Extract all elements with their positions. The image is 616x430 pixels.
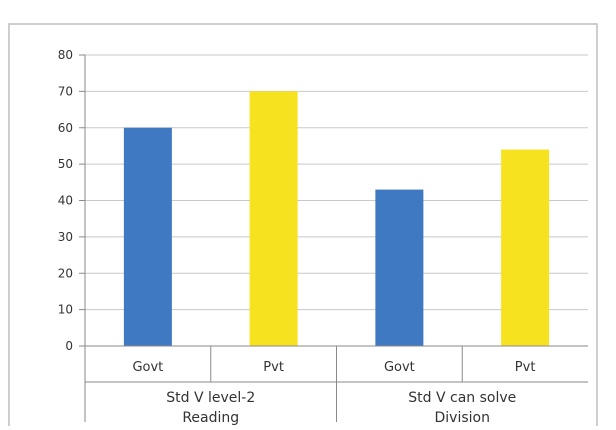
- bar-govt-3: [375, 189, 424, 346]
- category-label: Govt: [132, 360, 163, 375]
- y-tick-label: 40: [58, 194, 73, 208]
- group-label-line1: Std V level-2: [166, 390, 255, 406]
- y-tick-label: 50: [58, 157, 73, 171]
- y-tick-label: 60: [58, 121, 73, 135]
- group-labels: Std V level-2 Reading Std V can solve Divis…: [166, 390, 516, 426]
- category-label: Pvt: [515, 360, 536, 375]
- group-label-line1: Std V can solve: [408, 390, 516, 406]
- y-tick-label: 20: [58, 266, 73, 280]
- bar-pvt-2: [249, 91, 298, 346]
- axes: [79, 54, 588, 422]
- category-label: Govt: [384, 360, 415, 375]
- group-label-line2: Reading: [182, 410, 239, 426]
- group-label-line2: Division: [435, 410, 490, 426]
- y-tick-labels: 0 10 20 30 40 50 60 70 80: [58, 48, 73, 353]
- bars: [123, 91, 550, 346]
- bar-pvt-4: [501, 149, 550, 346]
- y-tick-label: 30: [58, 230, 73, 244]
- bar-govt-1: [123, 127, 172, 346]
- y-tick-label: 70: [58, 84, 73, 98]
- y-tick-label: 10: [58, 303, 73, 317]
- category-label: Pvt: [263, 360, 284, 375]
- y-tick-label: 0: [65, 339, 73, 353]
- y-tick-label: 80: [58, 48, 73, 62]
- category-labels: Govt Pvt Govt Pvt: [132, 360, 535, 375]
